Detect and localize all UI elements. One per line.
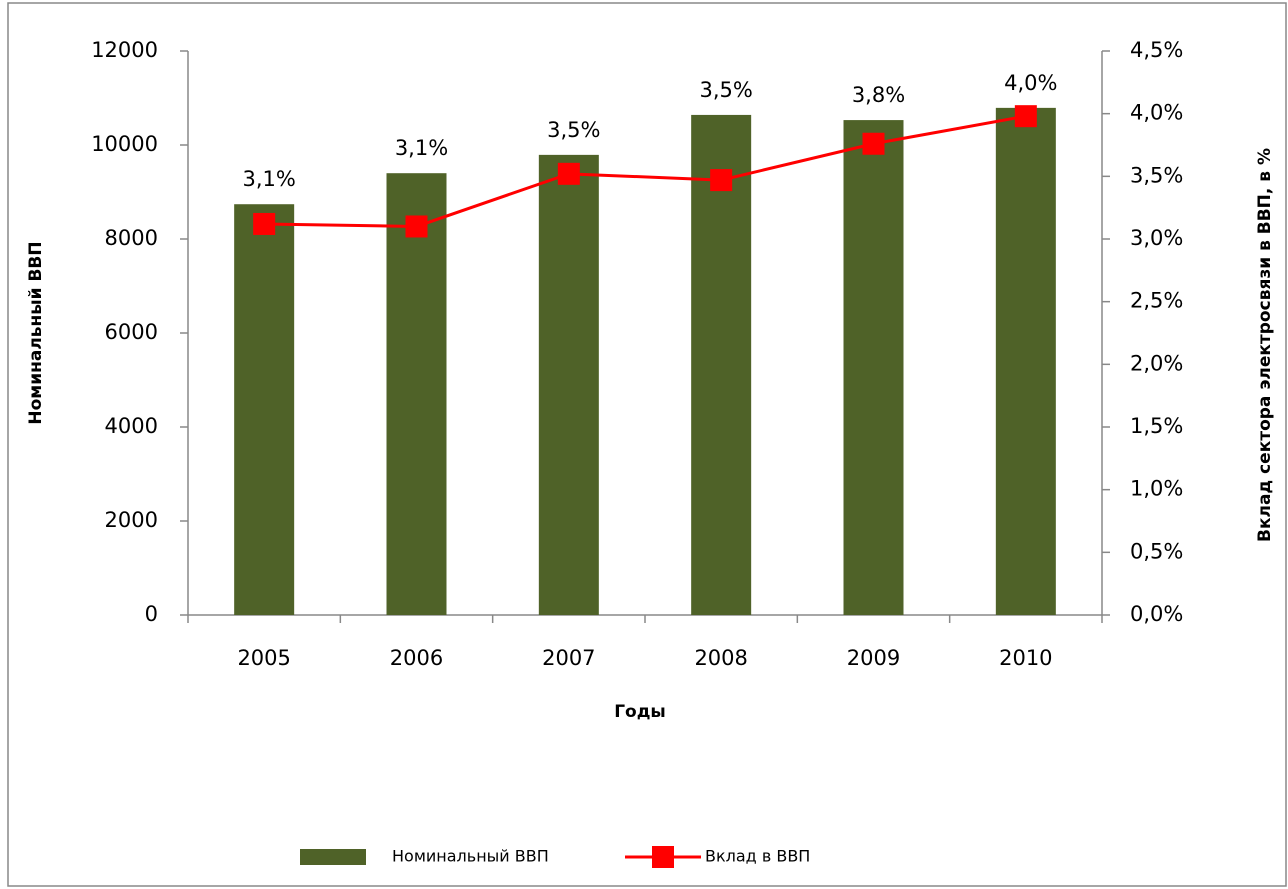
line-marker	[405, 215, 428, 238]
y2-tick-label: 2,5%	[1130, 289, 1183, 313]
x-axis-title: Годы	[614, 702, 666, 722]
bar	[995, 107, 1056, 616]
y2-axis-title: Вклад сектора электросвязи в ВВП, в %	[1255, 148, 1275, 542]
y2-tick-label: 1,0%	[1130, 477, 1183, 501]
chart-frame	[7, 2, 1287, 887]
y-axis-title: Номинальный ВВП	[26, 241, 46, 424]
y2-tick-label: 3,5%	[1130, 163, 1183, 187]
y-tick-label: 2000	[105, 508, 158, 532]
data-label: 3,5%	[547, 118, 600, 142]
x-tick-label: 2008	[694, 646, 747, 670]
legend-swatch	[300, 849, 366, 865]
data-label: 3,1%	[242, 167, 295, 191]
legend-label: Вклад в ВВП	[705, 847, 810, 866]
y2-tick-label: 2,0%	[1130, 351, 1183, 375]
x-tick-label: 2006	[390, 646, 443, 670]
y-tick-label: 8000	[105, 226, 158, 250]
x-tick-label: 2007	[542, 646, 595, 670]
y-tick-label: 6000	[105, 320, 158, 344]
x-tick-label: 2010	[999, 646, 1052, 670]
bar	[386, 173, 447, 615]
line-marker	[557, 162, 580, 185]
y-tick-label: 10000	[91, 132, 158, 156]
line-marker	[253, 212, 276, 235]
y2-tick-label: 1,5%	[1130, 414, 1183, 438]
line-marker	[862, 132, 885, 155]
x-tick-label: 2009	[847, 646, 900, 670]
y-tick-label: 12000	[91, 38, 158, 62]
y2-tick-label: 4,0%	[1130, 101, 1183, 125]
line	[264, 114, 1027, 228]
data-label: 3,8%	[852, 83, 905, 107]
y2-tick-label: 4,5%	[1130, 38, 1183, 62]
line-marker	[1014, 105, 1037, 128]
data-label: 4,0%	[1004, 71, 1057, 95]
line-marker	[710, 169, 733, 192]
data-label: 3,5%	[699, 78, 752, 102]
data-label: 3,1%	[395, 136, 448, 160]
bar	[234, 204, 295, 615]
y-tick-label: 0	[145, 602, 158, 626]
y2-tick-label: 0,0%	[1130, 602, 1183, 626]
bar	[843, 120, 904, 615]
x-tick-label: 2005	[237, 646, 290, 670]
bar	[691, 114, 752, 616]
y2-tick-label: 0,5%	[1130, 539, 1183, 563]
bar	[538, 154, 599, 615]
y-tick-label: 4000	[105, 414, 158, 438]
legend-swatch	[652, 846, 674, 868]
legend-label: Номинальный ВВП	[392, 847, 549, 866]
y2-tick-label: 3,0%	[1130, 226, 1183, 250]
